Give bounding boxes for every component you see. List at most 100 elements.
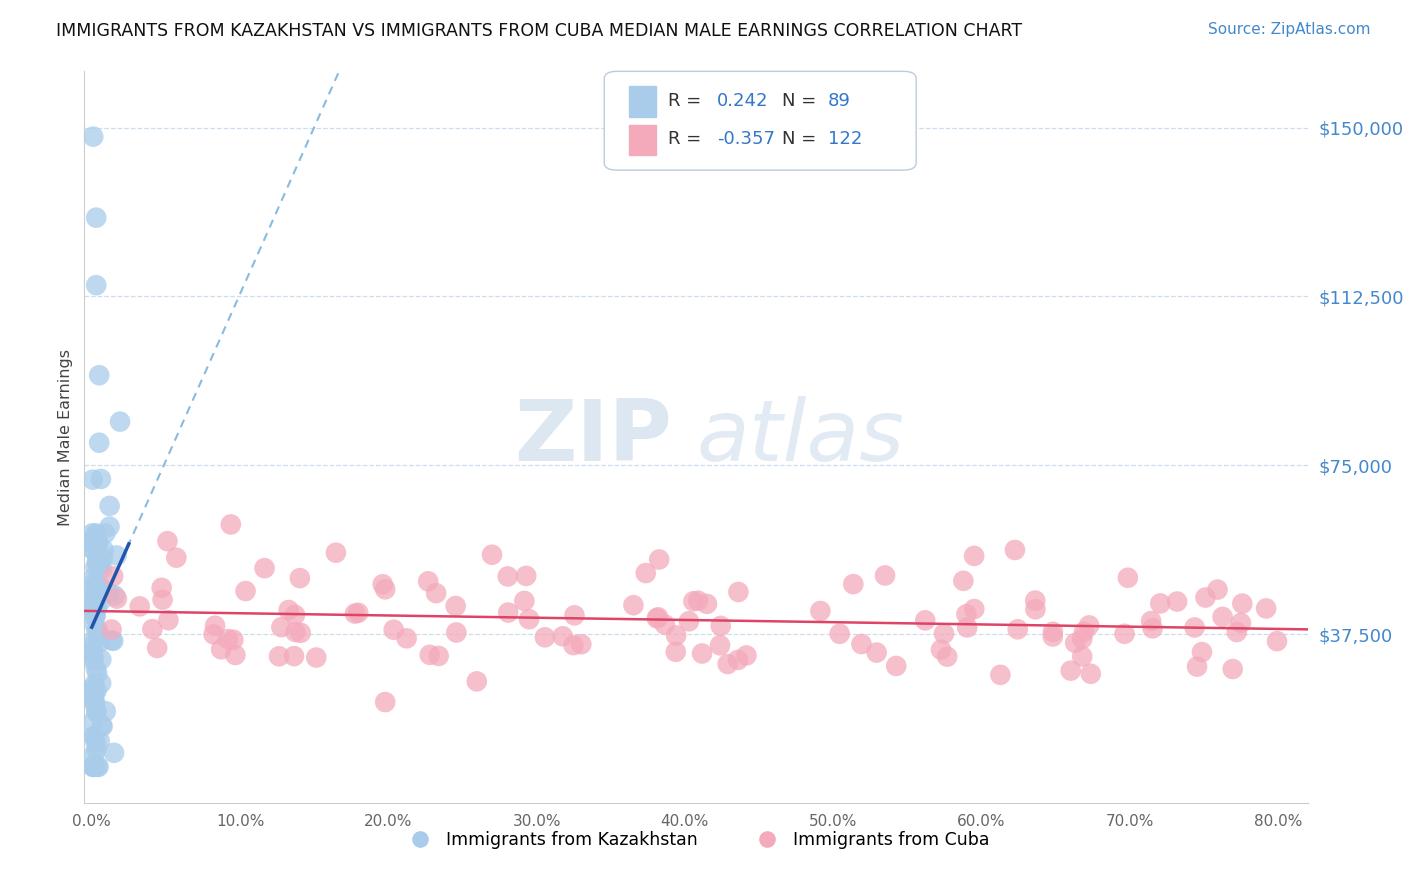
Point (1071, 649, 1094, 664)
Point (91, 719, 114, 733)
Point (645, 611, 668, 625)
Point (956, 620, 979, 634)
Point (1114, 627, 1136, 641)
Point (235, 584, 257, 599)
Point (648, 552, 671, 566)
Point (83, 760, 105, 774)
Point (374, 582, 396, 597)
Point (84, 586, 107, 600)
Point (89, 734, 111, 748)
Point (325, 546, 347, 560)
Point (727, 653, 749, 667)
Point (217, 632, 239, 646)
Point (90, 472, 112, 486)
Point (219, 517, 242, 532)
Point (83, 688, 105, 702)
Point (496, 606, 519, 620)
Point (84, 526, 107, 541)
Point (83, 730, 105, 744)
Point (690, 647, 713, 661)
Point (481, 548, 503, 562)
Point (82, 601, 104, 615)
Point (851, 637, 873, 651)
Point (90, 676, 112, 690)
Point (89, 582, 111, 596)
Text: R =: R = (668, 92, 707, 110)
Point (425, 586, 447, 600)
Point (374, 695, 396, 709)
Point (634, 566, 657, 580)
Point (1206, 582, 1229, 597)
Point (141, 622, 163, 636)
Point (80, 715, 103, 730)
Point (1004, 543, 1026, 558)
Point (290, 625, 312, 640)
Point (288, 571, 311, 585)
Point (83, 747, 105, 762)
Point (305, 650, 328, 665)
Point (100, 633, 122, 648)
Y-axis label: Median Male Earnings: Median Male Earnings (58, 349, 73, 525)
Point (1256, 601, 1278, 615)
Point (103, 633, 125, 648)
Point (1222, 662, 1244, 676)
Point (86, 539, 108, 553)
Legend: Immigrants from Kazakhstan, Immigrants from Cuba: Immigrants from Kazakhstan, Immigrants f… (395, 824, 997, 856)
Text: 89: 89 (828, 92, 851, 110)
Point (91, 551, 114, 566)
Point (534, 630, 557, 644)
Point (1116, 571, 1139, 585)
Point (952, 574, 974, 588)
Point (103, 746, 125, 760)
Point (82, 639, 104, 653)
Point (866, 646, 889, 660)
Point (82, 653, 104, 667)
Point (735, 648, 758, 663)
Point (990, 668, 1012, 682)
Point (1024, 593, 1046, 607)
Point (86, 529, 108, 543)
Point (84, 593, 107, 607)
Point (83, 650, 105, 665)
Point (963, 549, 986, 563)
Point (717, 657, 740, 671)
Point (647, 610, 669, 624)
Point (89, 595, 111, 609)
Point (884, 659, 907, 673)
Point (932, 626, 955, 640)
Point (84, 705, 107, 719)
Point (94, 526, 117, 541)
Point (82, 583, 104, 598)
Point (418, 574, 440, 589)
Point (105, 549, 128, 563)
Point (682, 594, 704, 608)
Point (157, 613, 180, 627)
Point (146, 640, 169, 655)
Point (569, 637, 592, 651)
Point (284, 607, 307, 622)
Point (623, 598, 645, 612)
Point (82, 571, 104, 585)
Point (1073, 624, 1095, 639)
Point (564, 608, 586, 623)
Point (465, 674, 488, 689)
Point (1064, 636, 1087, 650)
Point (209, 642, 232, 657)
Point (1007, 622, 1029, 636)
Point (936, 649, 959, 664)
Point (82, 688, 104, 702)
Point (1184, 620, 1206, 634)
Point (1142, 621, 1164, 635)
Point (152, 592, 174, 607)
Point (343, 607, 366, 621)
Point (89, 635, 111, 649)
Point (82, 534, 104, 549)
Point (283, 649, 305, 664)
Point (86, 742, 108, 756)
Point (82, 760, 104, 774)
Point (82, 760, 104, 774)
Point (83, 730, 105, 744)
Point (84, 610, 107, 624)
Point (1042, 630, 1064, 644)
Point (84, 595, 107, 609)
